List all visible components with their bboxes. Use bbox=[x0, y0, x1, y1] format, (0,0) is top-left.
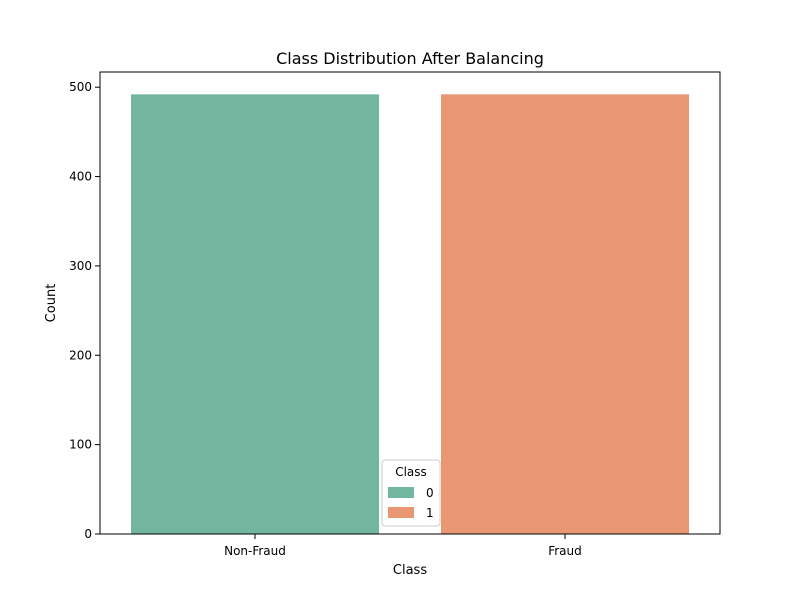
y-tick-label: 100 bbox=[69, 438, 92, 452]
bar-fraud bbox=[441, 94, 689, 534]
y-axis-label: Count bbox=[44, 284, 59, 323]
legend-label-0: 0 bbox=[426, 486, 434, 500]
legend-label-1: 1 bbox=[426, 506, 434, 520]
x-axis-label: Class bbox=[393, 563, 427, 578]
y-tick-label: 200 bbox=[69, 348, 92, 362]
legend: Class 0 1 bbox=[381, 459, 441, 527]
plot-frame bbox=[99, 71, 721, 535]
legend-swatch-0 bbox=[388, 487, 414, 498]
bar-non-fraud bbox=[131, 94, 379, 534]
y-tick-label: 500 bbox=[69, 80, 92, 94]
y-tick-label: 400 bbox=[69, 170, 92, 184]
legend-swatch-1 bbox=[388, 507, 414, 518]
x-tick-label: Fraud bbox=[548, 544, 582, 558]
legend-title: Class bbox=[395, 465, 427, 479]
y-tick-label: 300 bbox=[69, 259, 92, 273]
chart-title: Class Distribution After Balancing bbox=[276, 49, 544, 68]
x-tick-label: Non-Fraud bbox=[224, 544, 286, 558]
y-tick-label: 0 bbox=[84, 527, 92, 541]
